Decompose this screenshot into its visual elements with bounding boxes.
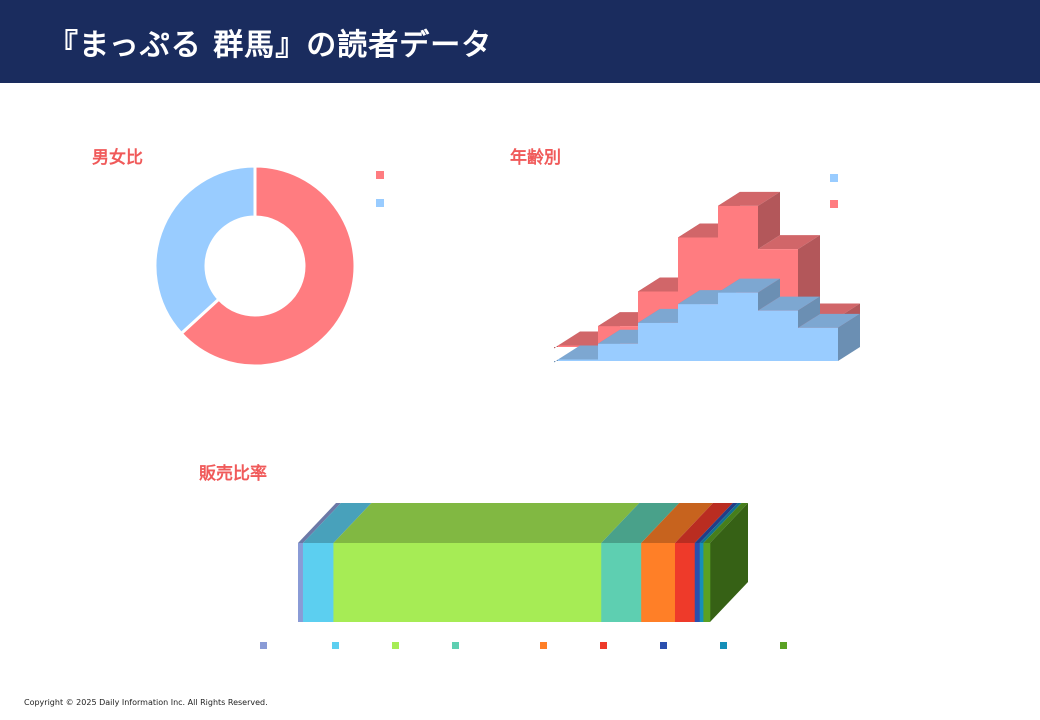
sales-bar-segment-5 bbox=[675, 543, 695, 622]
sales-bar-segment-4 bbox=[641, 543, 675, 622]
sales-bar-segment-1 bbox=[303, 543, 334, 622]
sales-legend-swatch-6 bbox=[660, 642, 667, 649]
sales-bar-segment-8 bbox=[703, 543, 710, 622]
sales-legend-swatch-8 bbox=[780, 642, 787, 649]
sales-legend-swatch-0 bbox=[260, 642, 267, 649]
donut-slice-male bbox=[155, 166, 255, 334]
sales-legend-swatch-3 bbox=[452, 642, 459, 649]
male-start-face bbox=[554, 360, 558, 363]
sales-bar-segment-3 bbox=[601, 543, 641, 622]
sales-stacked-bar-chart bbox=[250, 490, 810, 665]
age-legend-swatch-0 bbox=[830, 174, 838, 182]
sales-legend-swatch-4 bbox=[540, 642, 547, 649]
gender-donut-chart bbox=[0, 150, 470, 390]
legend-swatch-male bbox=[376, 199, 384, 207]
page-title: 『まっぷる 群馬』の読者データ bbox=[48, 20, 492, 64]
age-legend-swatch-1 bbox=[830, 200, 838, 208]
sales-legend-swatch-7 bbox=[720, 642, 727, 649]
sales-bar-top-2 bbox=[333, 503, 639, 543]
sales-bar-segment-7 bbox=[700, 543, 704, 622]
copyright-text: Copyright © 2025 Daily Information Inc. … bbox=[24, 698, 268, 707]
female-start-face bbox=[554, 346, 558, 349]
sales-bar-segment-2 bbox=[333, 543, 601, 622]
sales-legend-swatch-2 bbox=[392, 642, 399, 649]
sales-bar-segment-6 bbox=[695, 543, 700, 622]
sales-chart-title: 販売比率 bbox=[199, 459, 267, 484]
header-bar: 『まっぷる 群馬』の読者データ bbox=[0, 0, 1040, 83]
sales-bar-segment-0 bbox=[298, 543, 303, 622]
legend-swatch-female bbox=[376, 171, 384, 179]
sales-legend-swatch-1 bbox=[332, 642, 339, 649]
age-3d-area-chart bbox=[500, 150, 920, 450]
sales-legend-swatch-5 bbox=[600, 642, 607, 649]
